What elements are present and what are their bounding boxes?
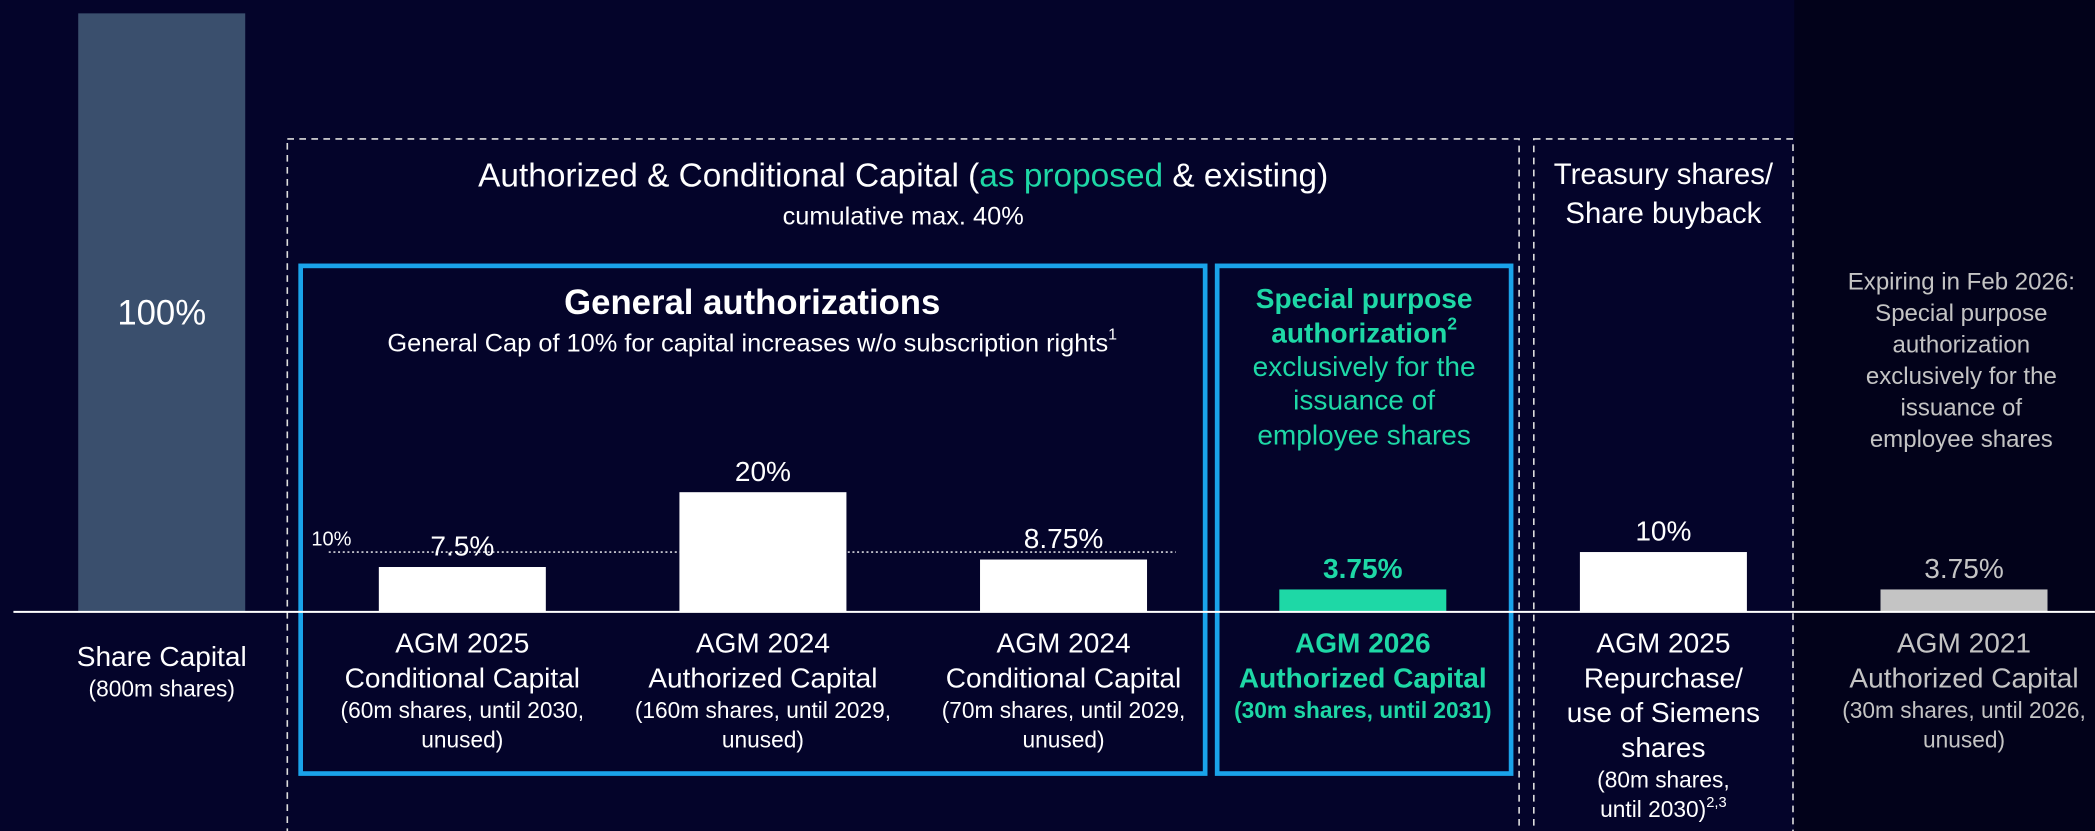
category-label: AGM 2021	[1897, 628, 2031, 659]
category-detail: until 2030)2,3	[1600, 795, 1726, 822]
bar	[78, 13, 246, 612]
category-detail: (800m shares)	[89, 676, 235, 702]
expiring-line: Expiring in Feb 2026:	[1848, 269, 2075, 296]
bar	[980, 559, 1148, 612]
general-title: General authorizations	[564, 284, 940, 322]
dashed-box	[286, 138, 1520, 831]
special-line: Special purpose	[1256, 283, 1473, 314]
bars: 10% 100% Share Capital (800m shares) 7.5% AGM…	[13, 13, 2095, 822]
value-label: 8.75%	[1024, 523, 1104, 554]
bar	[1579, 552, 1747, 612]
general-subtitle-text: General Cap of 10% for capital increases…	[387, 329, 1108, 357]
header-part: Authorized & Conditional Capital (	[478, 158, 979, 195]
special-text: Special purposeauthorization2exclusively…	[1253, 283, 1476, 450]
bar	[1279, 589, 1447, 612]
category-label: AGM 2025	[395, 628, 529, 659]
category-label: shares	[1621, 732, 1705, 763]
category-label: Conditional Capital	[946, 662, 1181, 693]
category-detail: unused)	[722, 726, 804, 752]
expiring-line: authorization	[1893, 332, 2031, 359]
category-detail: (60m shares, until 2030,	[341, 697, 585, 723]
bar	[378, 567, 546, 612]
category-detail: unused)	[1023, 726, 1105, 752]
category-detail: (80m shares,	[1597, 767, 1729, 793]
footnote: 2	[1447, 313, 1457, 333]
category-label: use of Siemens	[1567, 697, 1760, 728]
blue-box	[1214, 263, 1514, 776]
value-label: 3.75%	[1323, 553, 1403, 584]
header-subtitle: cumulative max. 40%	[783, 202, 1024, 230]
header-part: as proposed	[979, 158, 1163, 195]
category-label: Repurchase/	[1584, 662, 1743, 693]
expiring-line: employee shares	[1870, 426, 2053, 453]
category-label: Authorized Capital	[1239, 662, 1487, 693]
expiring-text: Expiring in Feb 2026: Special purpose auth…	[1848, 269, 2075, 454]
category-detail: (30m shares, until 2031)	[1234, 697, 1491, 723]
value-label: 20%	[735, 456, 791, 487]
category-label: Authorized Capital	[648, 662, 877, 693]
special-line: exclusively for the	[1253, 351, 1476, 382]
bar	[1880, 589, 2048, 612]
header-part: & existing)	[1163, 158, 1328, 195]
reference-label: 10%	[311, 528, 351, 550]
dashed-box	[1533, 138, 1794, 831]
value-label: 10%	[1635, 516, 1691, 547]
category-label: Conditional Capital	[345, 662, 580, 693]
footnote: 2,3	[1706, 795, 1726, 811]
expiring-line: exclusively for the	[1866, 363, 2057, 390]
category-detail: (70m shares, until 2029,	[942, 697, 1186, 723]
special-line: employee shares	[1257, 419, 1471, 450]
category-label: AGM 2026	[1295, 628, 1431, 659]
category-label: Authorized Capital	[1849, 662, 2078, 693]
category-label: AGM 2024	[996, 628, 1130, 659]
special-line: issuance of	[1293, 385, 1435, 416]
treasury-text: Treasury shares/Share buyback	[1554, 158, 1774, 230]
footnote: 1	[1108, 326, 1117, 344]
category-detail: (160m shares, until 2029,	[635, 697, 891, 723]
blue-box	[298, 263, 1208, 776]
value-label: 100%	[117, 294, 206, 332]
category-detail: unused)	[1923, 726, 2005, 752]
category-label: AGM 2025	[1596, 628, 1730, 659]
value-label: 3.75%	[1924, 553, 2004, 584]
bar	[679, 492, 847, 612]
header-title: Authorized & Conditional Capital (as pro…	[478, 158, 1328, 195]
special-line: authorization2	[1271, 313, 1457, 349]
category-label: AGM 2024	[696, 628, 830, 659]
category-label: Share Capital	[77, 641, 247, 672]
treasury-line: Share buyback	[1565, 197, 1761, 230]
general-subtitle: General Cap of 10% for capital increases…	[387, 326, 1117, 358]
category-detail: unused)	[421, 726, 503, 752]
treasury-line: Treasury shares/	[1554, 158, 1774, 191]
value-label: 7.5%	[430, 531, 494, 562]
expiring-line: issuance of	[1901, 395, 2023, 422]
expiring-line: Special purpose	[1875, 300, 2047, 327]
right-panel	[1794, 0, 2095, 831]
category-detail: (30m shares, until 2026,	[1842, 697, 2086, 723]
